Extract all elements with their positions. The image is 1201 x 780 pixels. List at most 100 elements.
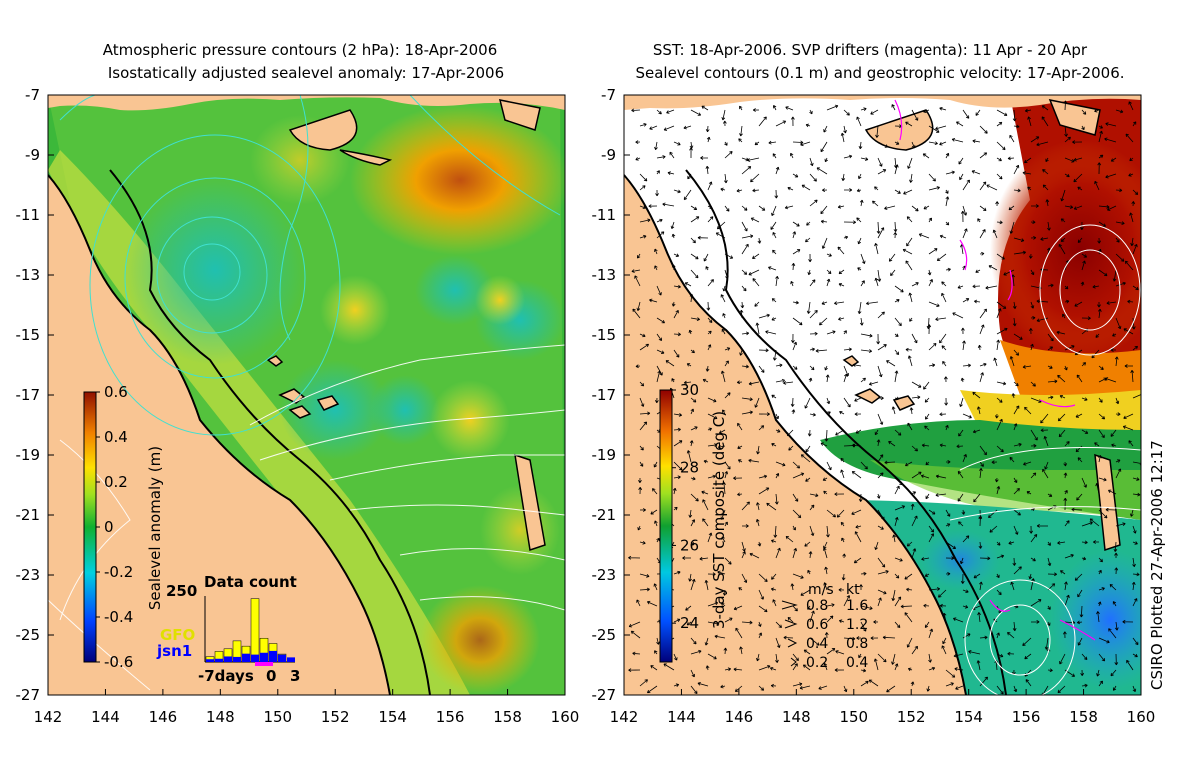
inset-ymax: 250 <box>166 582 197 600</box>
left-colorbar: 0.6 0.4 0.2 0 -0.2 -0.4 -0.6 Sealevel anomaly … <box>83 383 164 671</box>
colorbar-tick-label: -0.6 <box>104 653 133 671</box>
velocity-key-header-kt: kt <box>846 582 860 598</box>
y-tick-label: -13 <box>592 266 617 284</box>
colorbar-tick-label: 28 <box>680 459 699 477</box>
right-colorbar: 30 28 26 24 3-day SST composite (deg C) <box>659 381 728 663</box>
y-tick-label: -27 <box>16 686 41 704</box>
inset-bar-jsn1 <box>242 653 250 662</box>
x-tick-label: 146 <box>725 708 754 726</box>
velocity-key-ms: 0.2 <box>806 655 828 671</box>
velocity-key-ms: 0.8 <box>806 598 828 614</box>
inset-x-three: 3 <box>290 667 300 685</box>
y-tick-label: -7 <box>25 86 40 104</box>
x-tick-label: 144 <box>667 708 696 726</box>
right-map-panel: SST: 18-Apr-2006. SVP drifters (magenta)… <box>592 41 1156 726</box>
left-map-panel: Atmospheric pressure contours (2 hPa): 1… <box>16 41 580 726</box>
velocity-key-kt: 1.6 <box>846 598 868 614</box>
colorbar-tick-label: -0.4 <box>104 608 133 626</box>
australia-landmass <box>48 175 390 695</box>
x-tick-label: 160 <box>1127 708 1156 726</box>
inset-bar-jsn1 <box>224 656 232 662</box>
inset-bar-jsn1 <box>215 658 223 662</box>
inset-bar-jsn1 <box>269 650 277 662</box>
velocity-key-arrow <box>790 657 797 667</box>
x-tick-label: 154 <box>954 708 983 726</box>
x-tick-label: 150 <box>839 708 868 726</box>
velocity-key-ms: 0.6 <box>806 617 828 633</box>
colorbar-tick-label: 0.4 <box>104 428 128 446</box>
x-tick-label: 154 <box>378 708 407 726</box>
inset-bar-jsn1 <box>287 657 295 662</box>
right-colorbar-label: 3-day SST composite (deg C) <box>710 411 728 629</box>
geostrophic-velocity-arrows <box>628 100 1141 695</box>
inset-bar-gfo <box>250 598 260 663</box>
y-tick-label: -7 <box>601 86 616 104</box>
left-y-axis: -7 -9 -11 -13 -15 -17 -19 -21 -23 -25 -27 <box>16 86 54 704</box>
y-tick-label: -25 <box>16 626 41 644</box>
y-tick-label: -19 <box>592 446 617 464</box>
x-tick-label: 150 <box>263 708 292 726</box>
sla-low-eddy <box>125 175 305 365</box>
right-title-line2: Sealevel contours (0.1 m) and geostrophi… <box>635 64 1124 82</box>
inset-bar-jsn1 <box>233 656 241 662</box>
colorbar-tick-label: -0.2 <box>104 563 133 581</box>
x-tick-label: 156 <box>436 708 465 726</box>
y-tick-label: -23 <box>16 566 41 584</box>
inset-gfo-label: GFO <box>160 626 195 644</box>
x-tick-label: 158 <box>493 708 522 726</box>
velocity-key-ms: 0.4 <box>806 636 828 652</box>
inset-bar-jsn1 <box>260 652 268 662</box>
y-tick-label: -9 <box>601 146 616 164</box>
velocity-key-header-ms: m/s <box>808 582 834 598</box>
y-tick-label: -15 <box>16 326 41 344</box>
x-tick-label: 152 <box>321 708 350 726</box>
x-tick-label: 158 <box>1069 708 1098 726</box>
right-y-axis: -7 -9 -11 -13 -15 -17 -19 -21 -23 -25 -27 <box>592 86 630 704</box>
inset-bar-jsn1 <box>206 659 214 662</box>
x-tick-label: 146 <box>149 708 178 726</box>
x-tick-label: 144 <box>91 708 120 726</box>
y-tick-label: -9 <box>25 146 40 164</box>
x-tick-label: 156 <box>1012 708 1041 726</box>
y-tick-label: -19 <box>16 446 41 464</box>
colorbar-tick-label: 24 <box>680 614 699 632</box>
data-count-inset: Data count 250 GFO jsn1 -7days 0 3 <box>156 573 300 685</box>
x-tick-label: 142 <box>610 708 639 726</box>
left-title-line2: Isostatically adjusted sealevel anomaly:… <box>108 64 504 82</box>
x-tick-label: 148 <box>206 708 235 726</box>
colorbar-tick-label: 0.6 <box>104 383 128 401</box>
y-tick-label: -23 <box>592 566 617 584</box>
colorbar-tick-label: 26 <box>680 536 699 554</box>
right-x-axis: 142 144 146 148 150 152 154 156 158 160 <box>610 689 1156 726</box>
left-title-line1: Atmospheric pressure contours (2 hPa): 1… <box>103 41 498 59</box>
velocity-key: m/s kt 0.8 1.6 0.6 1.2 0.4 0.8 0.2 0.4 <box>781 582 868 671</box>
y-tick-label: -27 <box>592 686 617 704</box>
credit-text: CSIRO Plotted 27-Apr-2006 12:17 <box>1148 440 1166 690</box>
velocity-key-arrow <box>781 600 798 610</box>
velocity-key-kt: 1.2 <box>846 617 868 633</box>
y-tick-label: -17 <box>592 386 617 404</box>
right-title-line1: SST: 18-Apr-2006. SVP drifters (magenta)… <box>653 41 1088 59</box>
y-tick-label: -21 <box>592 506 617 524</box>
inset-title: Data count <box>204 573 297 591</box>
pressure-contours <box>59 95 561 436</box>
velocity-key-arrow <box>787 638 798 648</box>
y-tick-label: -21 <box>16 506 41 524</box>
inset-x-days: -7days <box>198 667 254 685</box>
velocity-key-arrow <box>784 619 798 629</box>
x-tick-label: 160 <box>551 708 580 726</box>
left-colorbar-label: Sealevel anomaly (m) <box>146 446 164 610</box>
x-tick-label: 148 <box>782 708 811 726</box>
sealevel-contours <box>949 224 1141 695</box>
inset-jsn1-label: jsn1 <box>156 642 192 660</box>
left-x-axis: 142 144 146 148 150 152 154 156 158 160 <box>34 689 580 726</box>
y-tick-label: -13 <box>16 266 41 284</box>
inset-bar-jsn1 <box>251 654 259 662</box>
sla-high-eddy <box>350 105 565 255</box>
colorbar-tick-label: 0 <box>104 518 114 536</box>
y-tick-label: -25 <box>592 626 617 644</box>
y-tick-label: -17 <box>16 386 41 404</box>
x-tick-label: 142 <box>34 708 63 726</box>
y-tick-label: -11 <box>16 206 41 224</box>
